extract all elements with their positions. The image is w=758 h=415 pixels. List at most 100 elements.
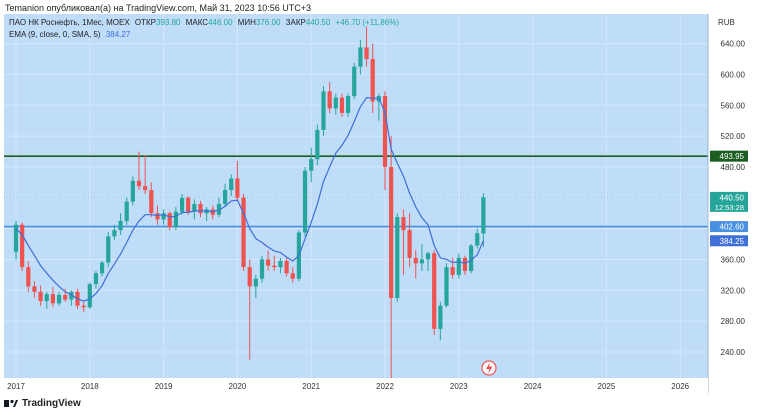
- last-price-label: 440.50: [720, 193, 745, 202]
- svg-text:ПАО НК Роснефть, 1Мес, MOEX: ПАО НК Роснефть, 1Мес, MOEX ОТКР393.80 М…: [9, 18, 399, 27]
- candle-body: [81, 305, 86, 308]
- candle-body: [481, 197, 486, 234]
- legend-high-value: 446.00: [208, 18, 233, 27]
- candle-body: [124, 201, 129, 221]
- legend-open-label: ОТКР: [135, 18, 156, 27]
- ema-price-label: 384.25: [720, 237, 745, 246]
- legend-ema-label: EMA (9, close, 0, SMA, 5): [9, 30, 101, 39]
- y-tick-label: 640.00: [721, 40, 746, 49]
- candle-body: [93, 273, 99, 285]
- candle-body: [173, 211, 178, 228]
- time-axis[interactable]: 2017 2018 2019 2020 2021 2022 2023 2024 2025 2026: [4, 378, 708, 393]
- candle-body: [235, 178, 240, 198]
- x-tick-label: 2023: [450, 382, 468, 391]
- legend-low-label: МИН: [238, 18, 256, 27]
- x-tick-label: 2018: [81, 382, 99, 391]
- candle-body: [69, 291, 74, 300]
- time-axis-background: [4, 378, 708, 393]
- candle-body: [155, 213, 160, 220]
- ema-price-label-bg: [710, 235, 748, 247]
- candle-body: [229, 178, 234, 191]
- candle-body: [401, 217, 406, 231]
- x-tick-label: 2025: [598, 382, 616, 391]
- candle-body: [149, 190, 154, 214]
- x-tick-label: 2022: [376, 382, 394, 391]
- candle-body: [56, 294, 62, 304]
- ema-layer: [15, 96, 484, 302]
- candle-body: [327, 91, 332, 109]
- x-tick-label: 2020: [229, 382, 247, 391]
- candle-body: [136, 180, 142, 187]
- candle-body: [284, 260, 289, 274]
- candle-body: [20, 224, 25, 268]
- candle-body: [118, 220, 123, 231]
- candle-body: [50, 294, 55, 304]
- legend-low-value: 376.00: [256, 18, 281, 27]
- ema-line: [15, 96, 484, 302]
- candle-body: [259, 259, 265, 279]
- lightning-icon[interactable]: [481, 360, 497, 376]
- candle-body: [352, 66, 357, 97]
- tradingview-brand[interactable]: TradingView: [22, 398, 81, 409]
- candle-body: [247, 267, 252, 287]
- candle-body: [223, 190, 228, 204]
- candle-body: [272, 265, 277, 268]
- price-chart[interactable]: RUB 240.00280.00320.00360.00400.00440.00…: [4, 14, 754, 393]
- x-tick-label: 2024: [524, 382, 542, 391]
- legend-open-value: 393.80: [156, 18, 181, 27]
- publication-header: Temanion опубликовал(а) на TradingView.c…: [5, 3, 311, 13]
- candle-timer: 12:53:28: [715, 203, 744, 212]
- candle-body: [100, 262, 105, 274]
- x-tick-label: 2026: [671, 382, 689, 391]
- candle-body: [241, 197, 246, 268]
- legend-symbol: ПАО НК Роснефть, 1Мес, MOEX: [9, 18, 130, 27]
- legend-ema-value: 384.27: [106, 30, 131, 39]
- candle-body: [425, 253, 431, 260]
- candle-body: [112, 230, 117, 237]
- candle-body: [456, 257, 461, 275]
- publication-text: Temanion опубликовал(а) на TradingView.c…: [5, 3, 311, 13]
- candle-body: [87, 284, 92, 308]
- candle-body: [13, 224, 19, 252]
- footer: TradingView: [4, 398, 81, 409]
- candle-body: [143, 186, 148, 191]
- legend-close-label: ЗАКР: [286, 18, 306, 27]
- candle-body: [315, 129, 320, 160]
- candle-body: [450, 267, 455, 275]
- candle-body: [407, 230, 412, 258]
- y-tick-label: 320.00: [721, 286, 746, 295]
- chart-area[interactable]: RUB 240.00280.00320.00360.00400.00440.00…: [4, 14, 754, 393]
- x-tick-label: 2017: [7, 382, 25, 391]
- candle-body: [475, 233, 480, 246]
- x-tick-label: 2019: [155, 382, 173, 391]
- candle-body: [266, 259, 271, 266]
- currency-label: RUB: [718, 18, 735, 27]
- legend-close-value: 440.50: [306, 18, 331, 27]
- candle-body: [413, 257, 418, 264]
- candle-body: [253, 278, 258, 287]
- y-tick-label: 280.00: [721, 317, 746, 326]
- candle-body: [462, 257, 468, 272]
- candle-body: [364, 47, 369, 60]
- y-tick-label: 560.00: [721, 101, 746, 110]
- candle-body: [382, 96, 388, 167]
- candle-body: [161, 213, 166, 220]
- y-tick-label: 240.00: [721, 348, 746, 357]
- candle-body: [309, 159, 314, 171]
- x-tick-label: 2021: [302, 382, 320, 391]
- candle-body: [339, 97, 345, 113]
- candles-layer: [13, 26, 486, 379]
- candle-body: [444, 267, 449, 306]
- candle-body: [106, 236, 111, 263]
- candle-body: [198, 203, 203, 214]
- candle-body: [419, 259, 424, 264]
- last-price-label-bg: [710, 191, 748, 212]
- candle-body: [333, 97, 338, 109]
- support-price-label: 402.60: [720, 223, 745, 232]
- candle-body: [130, 180, 135, 202]
- candle-body: [192, 203, 197, 212]
- support-price-label-bg: [710, 221, 748, 233]
- candle-body: [167, 213, 172, 228]
- legend: ПАО НК Роснефть, 1Мес, MOEX ОТКР393.80 М…: [9, 18, 399, 39]
